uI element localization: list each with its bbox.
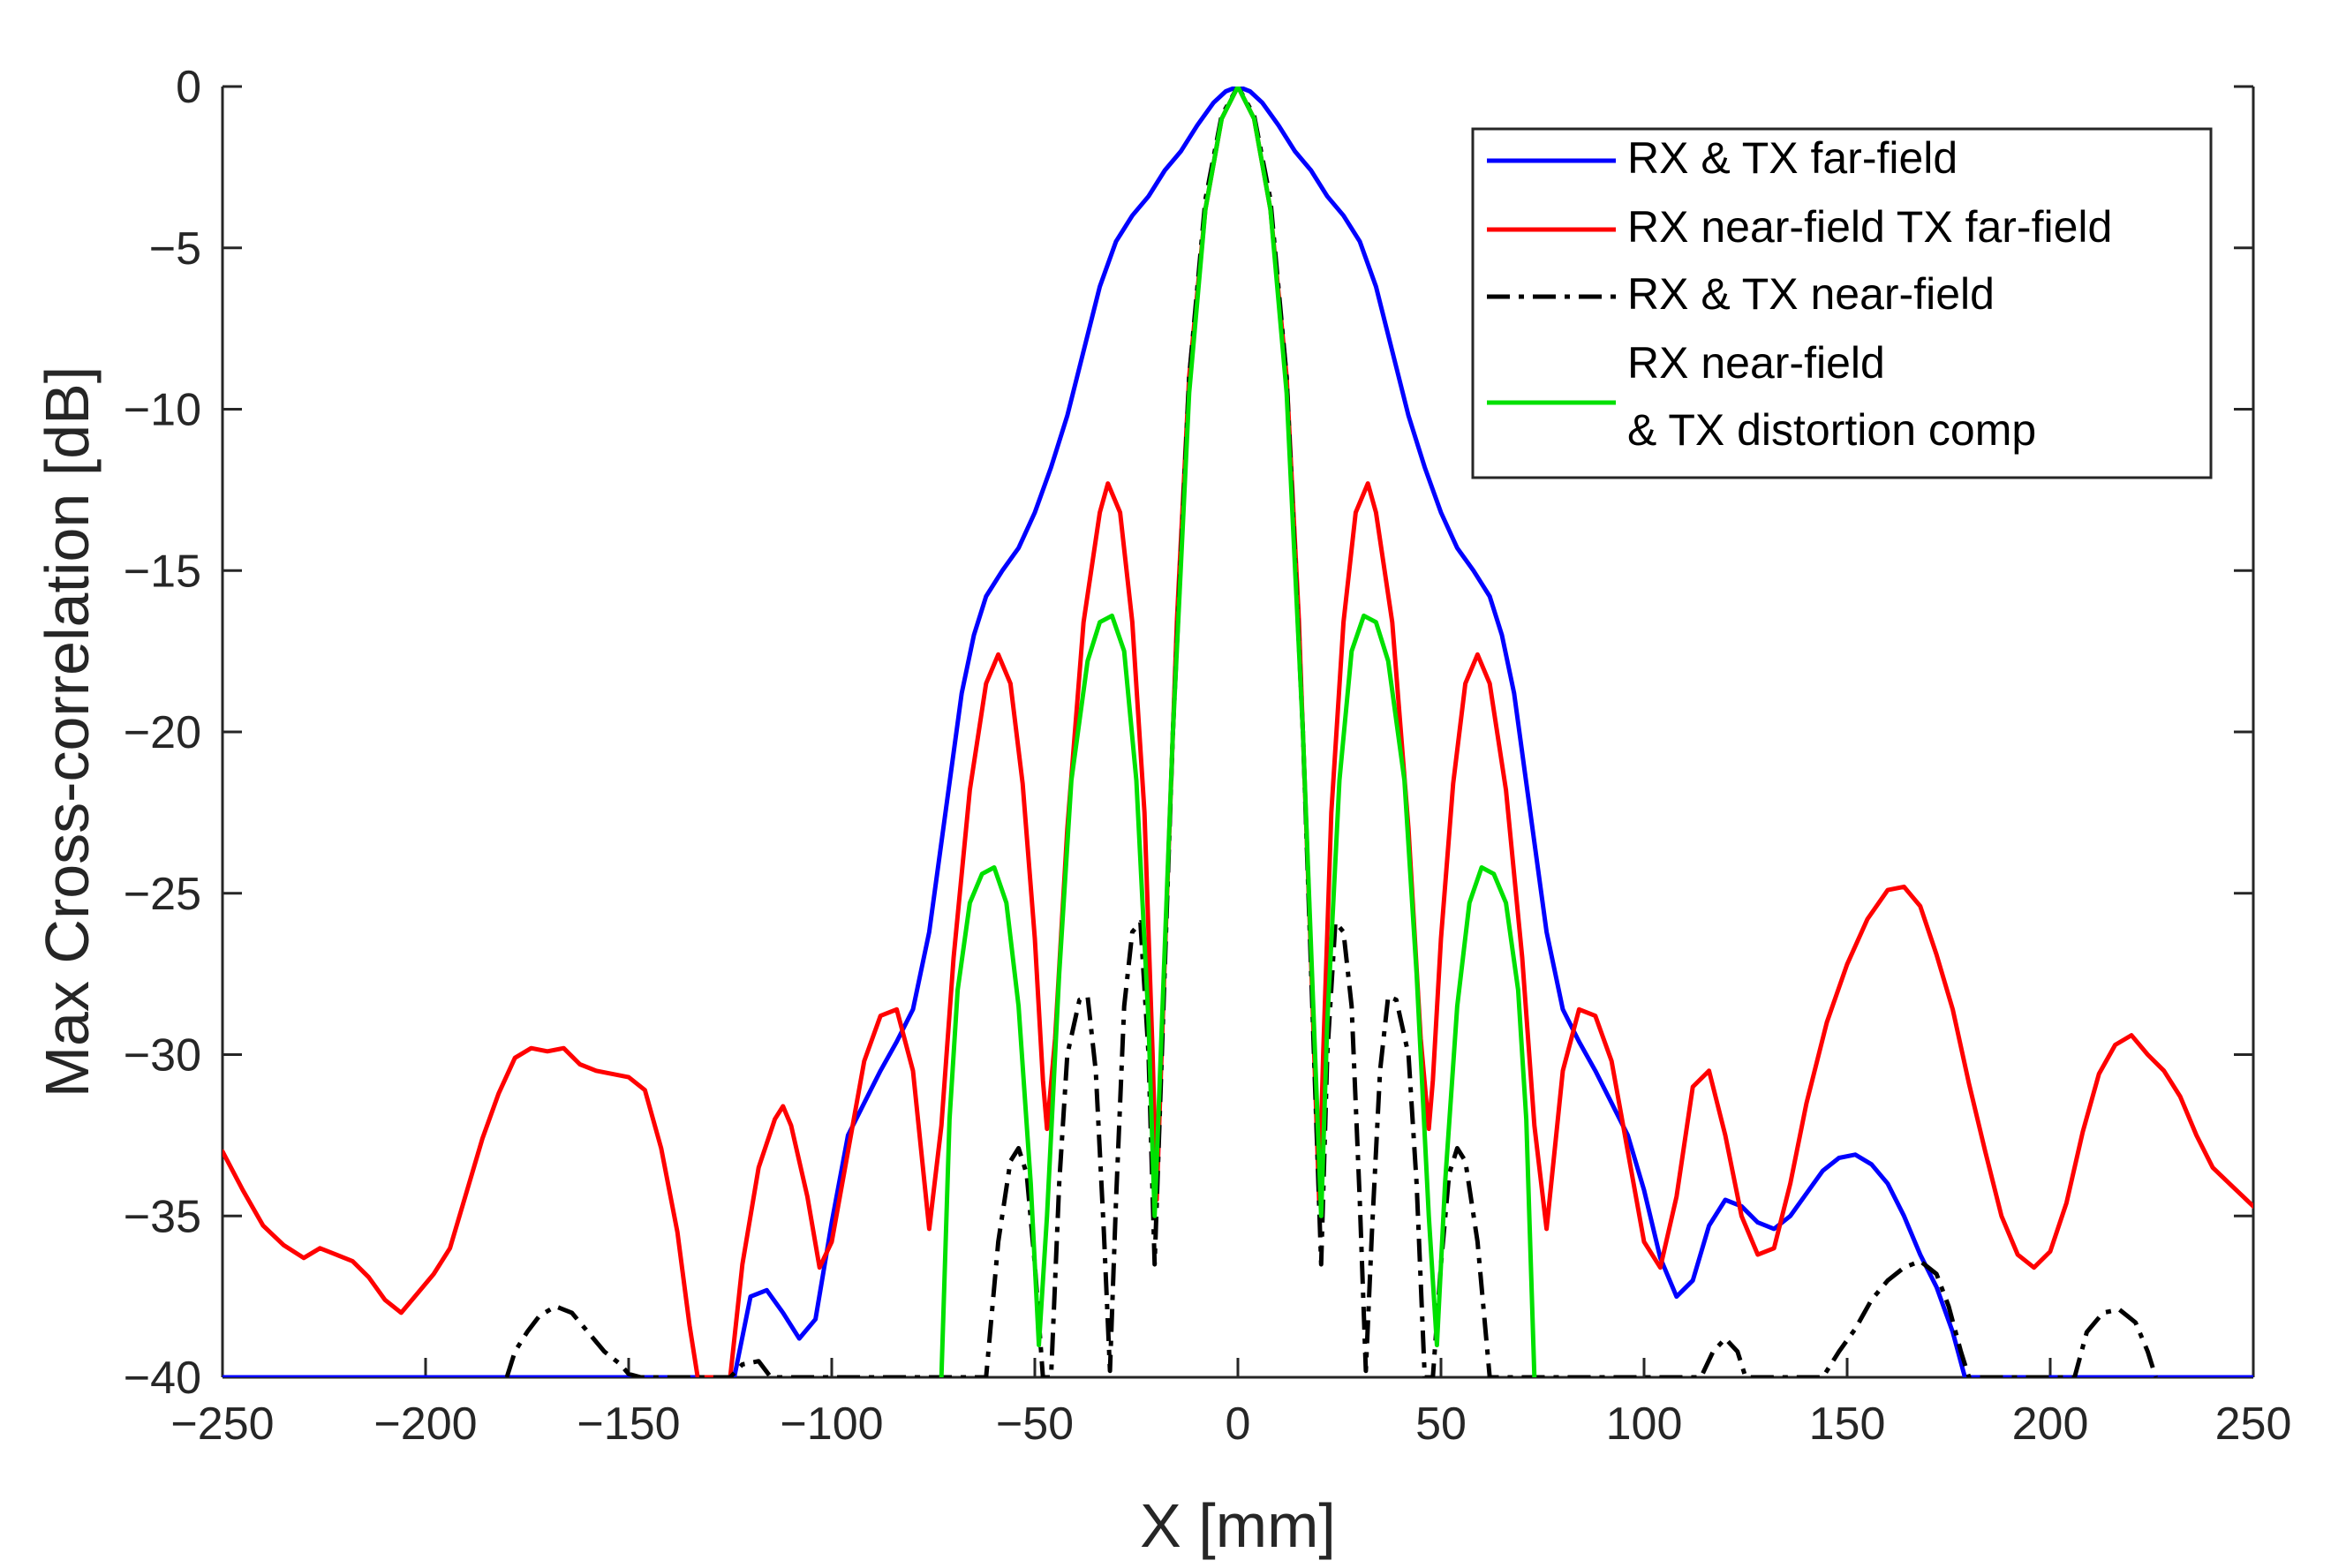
x-tick-label: −100 xyxy=(780,1398,883,1450)
y-tick-label: −10 xyxy=(124,385,201,436)
y-tick-label: −5 xyxy=(149,223,201,275)
y-ticks: 0 −5 −10 −15 −20 −25 −30 −35 −40 xyxy=(124,62,2253,1404)
x-tick-label: −200 xyxy=(373,1398,477,1450)
y-tick-label: −30 xyxy=(124,1030,201,1082)
y-tick-label: −25 xyxy=(124,869,201,920)
legend-label-2: RX near-field TX far-field xyxy=(1627,202,2112,252)
x-tick-label: 100 xyxy=(1606,1398,1683,1450)
x-tick-label: −250 xyxy=(170,1398,274,1450)
legend-label-3: RX & TX near-field xyxy=(1627,269,1995,319)
legend-label-1: RX & TX far-field xyxy=(1627,133,1958,183)
y-tick-label: −20 xyxy=(124,707,201,758)
y-tick-label: 0 xyxy=(176,62,201,113)
y-axis-title: Max Cross-correlation [dB] xyxy=(33,366,102,1098)
x-ticks: −250 −200 −150 −100 −50 0 50 100 150 200 250 xyxy=(170,1358,2291,1450)
y-tick-label: −40 xyxy=(124,1353,201,1404)
series-group xyxy=(223,87,2253,1377)
legend: RX & TX far-field RX near-field TX far-fi… xyxy=(1471,127,2213,479)
legend-label-4: & TX distortion comp xyxy=(1627,405,2036,455)
legend-box xyxy=(1471,127,2213,479)
x-tick-label: −150 xyxy=(577,1398,680,1450)
x-tick-label: 200 xyxy=(2012,1398,2089,1450)
x-tick-label: −50 xyxy=(996,1398,1074,1450)
x-tick-label: 150 xyxy=(1809,1398,1886,1450)
y-tick-label: −35 xyxy=(124,1191,201,1242)
series-line-1 xyxy=(223,87,2253,1377)
x-tick-label: 250 xyxy=(2215,1398,2292,1450)
x-tick-label: 0 xyxy=(1226,1398,1251,1450)
x-axis-title: X [mm] xyxy=(1140,1491,1336,1560)
x-tick-label: 50 xyxy=(1415,1398,1467,1450)
legend-label-4: RX near-field xyxy=(1627,338,1885,388)
series-line-4 xyxy=(939,87,1537,1377)
y-tick-label: −15 xyxy=(124,546,201,597)
